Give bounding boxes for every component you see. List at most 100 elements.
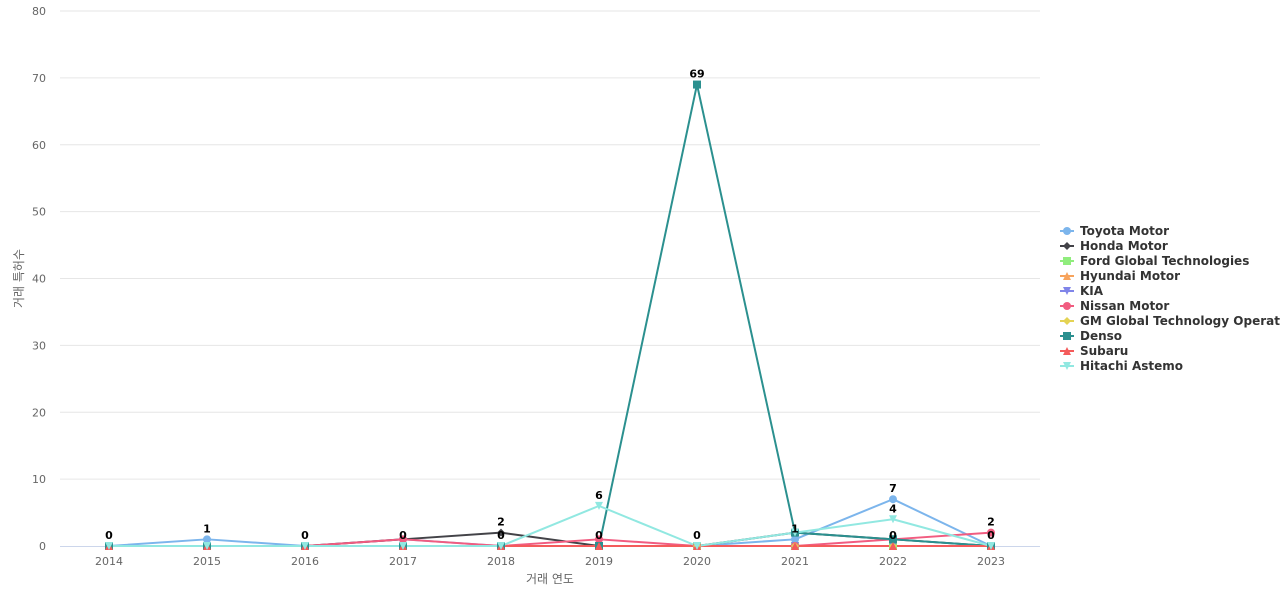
- series-point: [791, 542, 799, 550]
- x-tick-label: 2021: [781, 555, 809, 568]
- series-point: [595, 501, 603, 510]
- x-tick-label: 2020: [683, 555, 711, 568]
- y-tick-label: 30: [32, 339, 46, 352]
- y-tick-label: 40: [32, 273, 46, 286]
- x-tick-label: 2017: [389, 555, 417, 568]
- legend-marker: [1063, 287, 1071, 295]
- legend-item[interactable]: Nissan Motor: [1060, 299, 1169, 313]
- series-line: [109, 531, 992, 547]
- series-point: [791, 528, 799, 537]
- series-point: [791, 535, 799, 544]
- data-label: 0: [105, 529, 113, 542]
- data-label: 0: [497, 529, 505, 542]
- legend-label: KIA: [1080, 284, 1104, 298]
- series-point: [987, 542, 995, 550]
- data-label: 0: [889, 529, 897, 542]
- legend-marker: [1063, 272, 1071, 280]
- x-tick-label: 2019: [585, 555, 613, 568]
- data-label: 2: [497, 516, 505, 529]
- legend-label: Hyundai Motor: [1080, 269, 1180, 283]
- legend-item[interactable]: Honda Motor: [1060, 239, 1168, 253]
- series-point: [595, 535, 603, 544]
- series-point: [889, 535, 897, 544]
- x-axis-ticks: 2014 2015 2016 2017 2018 2019 2020 2021 2022 2023: [95, 555, 1005, 568]
- series-point: [497, 528, 505, 537]
- legend-label: Honda Motor: [1080, 239, 1168, 253]
- legend-item[interactable]: Denso: [1060, 329, 1122, 343]
- x-tick-label: 2023: [977, 555, 1005, 568]
- legend-item[interactable]: Toyota Motor: [1060, 224, 1169, 238]
- series-point: [399, 542, 407, 550]
- series-line: [109, 83, 992, 547]
- legend-label: Toyota Motor: [1080, 224, 1169, 238]
- y-tick-label: 50: [32, 206, 46, 219]
- data-label: 7: [889, 482, 897, 495]
- series-point: [889, 542, 897, 550]
- data-label: 0: [987, 529, 995, 542]
- legend-item[interactable]: Hitachi Astemo: [1060, 359, 1183, 373]
- series-point: [105, 542, 113, 550]
- y-tick-label: 70: [32, 72, 46, 85]
- grid-lines: [60, 10, 1040, 480]
- series-point: [595, 542, 603, 550]
- data-label: 69: [689, 68, 704, 81]
- legend-marker: [1063, 362, 1071, 370]
- data-label: 1: [791, 522, 799, 535]
- legend-marker: [1063, 302, 1071, 310]
- series-point: [497, 542, 505, 550]
- series-point: [889, 515, 897, 524]
- legend-label: GM Global Technology Operat...: [1080, 314, 1280, 328]
- x-tick-label: 2016: [291, 555, 319, 568]
- legend-item[interactable]: GM Global Technology Operat...: [1060, 314, 1280, 328]
- data-label: 4: [889, 502, 897, 515]
- legend-marker: [1063, 347, 1071, 355]
- series-point: [203, 535, 211, 544]
- y-tick-label: 0: [39, 540, 46, 553]
- legend-item[interactable]: Ford Global Technologies: [1060, 254, 1249, 268]
- legend-marker: [1063, 332, 1071, 340]
- x-tick-label: 2015: [193, 555, 221, 568]
- y-tick-label: 60: [32, 139, 46, 152]
- y-axis-ticks: 0 10 20 30 40 50 60 70 80: [32, 5, 46, 553]
- legend-label: Hitachi Astemo: [1080, 359, 1183, 373]
- legend-label: Subaru: [1080, 344, 1128, 358]
- legend-marker: [1063, 242, 1071, 250]
- y-tick-label: 20: [32, 406, 46, 419]
- series-point: [203, 542, 211, 550]
- data-label: 2: [987, 516, 995, 529]
- series-point: [889, 495, 897, 504]
- legend-label: Denso: [1080, 329, 1122, 343]
- data-label: 0: [399, 529, 407, 542]
- series-point: [693, 80, 701, 89]
- y-tick-label: 10: [32, 473, 46, 486]
- x-axis-title: 거래 연도: [526, 572, 574, 586]
- y-axis-title: 거래 특허수: [12, 249, 26, 308]
- legend-label: Nissan Motor: [1080, 299, 1169, 313]
- data-label: 0: [301, 529, 309, 542]
- legend-label: Ford Global Technologies: [1080, 254, 1249, 268]
- series-markers: [105, 80, 995, 550]
- legend-marker: [1063, 317, 1071, 325]
- series-point: [987, 528, 995, 537]
- data-label: 0: [693, 529, 701, 542]
- legend-item[interactable]: Hyundai Motor: [1060, 269, 1180, 283]
- legend-marker: [1063, 227, 1071, 235]
- x-tick-label: 2018: [487, 555, 515, 568]
- data-label: 0: [595, 529, 603, 542]
- series-point: [399, 535, 407, 544]
- data-label: 1: [203, 522, 211, 535]
- legend-item[interactable]: Subaru: [1060, 344, 1128, 358]
- series-point: [693, 542, 701, 550]
- series-point: [301, 542, 309, 550]
- data-label: 6: [595, 489, 603, 502]
- legend-item[interactable]: KIA: [1060, 284, 1104, 298]
- series-line: [109, 504, 992, 547]
- x-tick-label: 2014: [95, 555, 123, 568]
- legend-marker: [1063, 257, 1071, 265]
- x-tick-label: 2022: [879, 555, 907, 568]
- y-tick-label: 80: [32, 5, 46, 18]
- series-lines: [108, 83, 992, 547]
